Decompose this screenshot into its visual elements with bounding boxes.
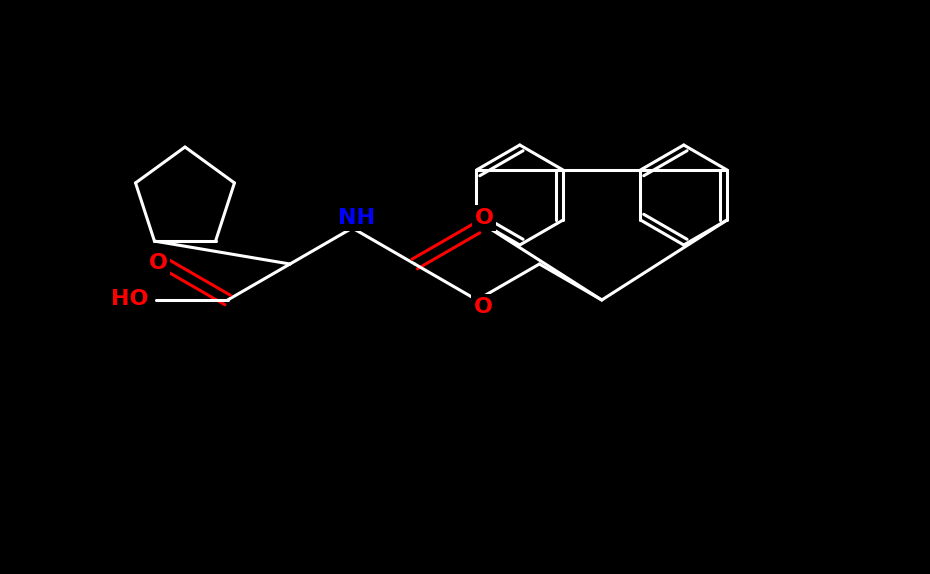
Text: NH: NH <box>338 208 375 228</box>
Text: HO: HO <box>112 289 149 309</box>
Text: O: O <box>473 297 493 317</box>
Text: O: O <box>474 208 494 228</box>
Text: O: O <box>149 253 167 273</box>
